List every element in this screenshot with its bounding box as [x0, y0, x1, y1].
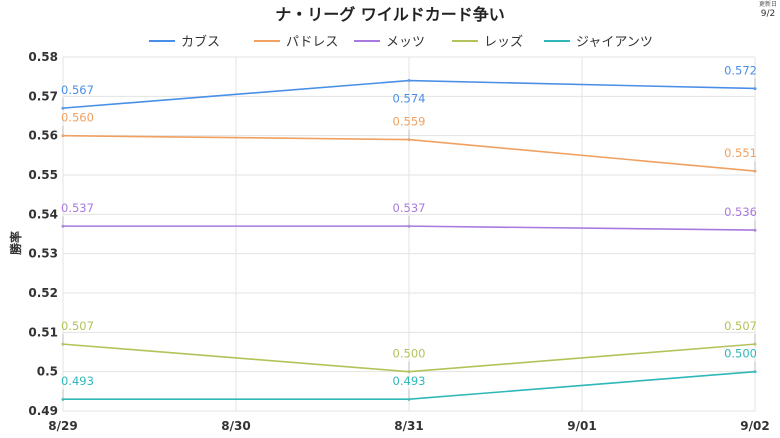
- data-labels: 0.567 0.574 0.572 0.560 0.559 0.551 0.537 0.537…: [61, 63, 757, 400]
- data-label: 0.493: [393, 374, 426, 388]
- data-label: 0.537: [61, 201, 94, 215]
- legend-item-label: レッズ: [484, 34, 523, 50]
- data-label: 0.559: [393, 115, 426, 129]
- y-axis-label: 勝率: [8, 231, 23, 255]
- y-tick-label: 0.58: [28, 50, 58, 64]
- data-label: 0.500: [724, 347, 757, 361]
- x-axis-ticks: 8/29 8/30 8/31 9/01 9/02: [48, 419, 769, 433]
- legend-item-label: メッツ: [386, 35, 425, 50]
- chart-title: ナ・リーグ ワイルドカード争い: [275, 5, 505, 24]
- y-tick-label: 0.49: [28, 404, 58, 418]
- data-label: 0.493: [61, 374, 94, 388]
- data-label: 0.507: [61, 319, 94, 333]
- y-tick-label: 0.53: [28, 247, 58, 261]
- x-tick-label: 8/29: [48, 419, 77, 433]
- data-label: 0.572: [724, 63, 757, 77]
- data-label: 0.536: [724, 205, 757, 219]
- legend: カブス パドレス メッツ レッズ ジャイアンツ: [149, 34, 653, 50]
- x-tick-label: 8/31: [394, 419, 423, 433]
- x-tick-label: 9/02: [740, 419, 769, 433]
- data-label: 0.507: [724, 319, 757, 333]
- legend-item-label: カブス: [181, 34, 220, 50]
- y-tick-label: 0.57: [28, 89, 58, 103]
- y-tick-label: 0.56: [28, 129, 58, 143]
- data-label: 0.500: [393, 347, 426, 361]
- data-label: 0.567: [61, 83, 94, 97]
- legend-item-label: ジャイアンツ: [576, 35, 653, 50]
- updated-date: 9/2: [761, 9, 775, 19]
- data-label: 0.574: [393, 92, 426, 106]
- data-label: 0.537: [393, 201, 426, 215]
- updated-label: 更新日: [759, 0, 777, 8]
- x-tick-label: 8/30: [221, 419, 250, 433]
- y-tick-label: 0.5: [37, 365, 58, 379]
- data-label: 0.560: [61, 111, 94, 125]
- y-tick-label: 0.54: [28, 207, 58, 221]
- y-tick-label: 0.51: [28, 325, 58, 339]
- data-label: 0.551: [724, 146, 757, 160]
- legend-item-label: パドレス: [286, 35, 338, 50]
- y-tick-label: 0.55: [28, 168, 58, 182]
- y-axis-ticks: 0.49 0.5 0.51 0.52 0.53 0.54 0.55 0.56 0.57 0.58: [28, 50, 58, 418]
- x-tick-label: 9/01: [567, 419, 596, 433]
- y-tick-label: 0.52: [28, 286, 58, 300]
